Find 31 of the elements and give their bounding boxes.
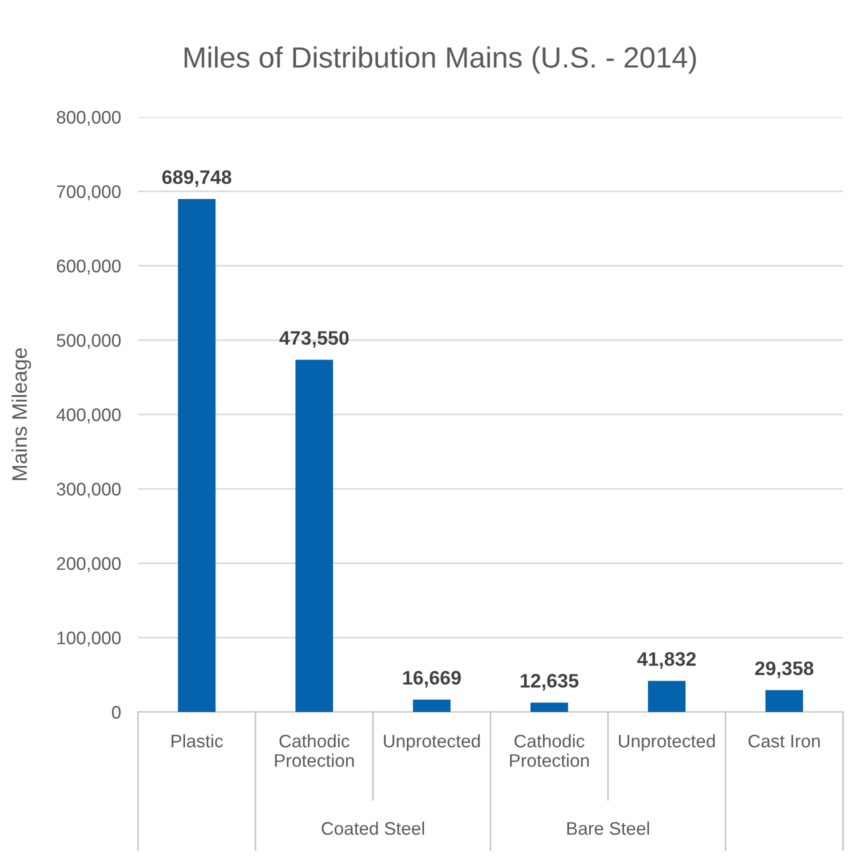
bar (295, 360, 334, 712)
text: Coated Steel (322, 822, 424, 835)
text: Bare Steel (567, 822, 649, 835)
bar (412, 700, 451, 712)
data-label: 16,669 (403, 670, 461, 688)
x-tick-label: Unprotected (384, 734, 480, 752)
y-tick-label: 0 (112, 706, 121, 719)
bar (765, 690, 804, 712)
y-tick-label: 400,000 (56, 408, 121, 424)
y-tick-label: 100,000 (57, 632, 121, 646)
bar (530, 702, 568, 712)
bar (648, 680, 686, 712)
x-tick-label: Plastic (172, 734, 223, 748)
y-tick-label: 800,000 (56, 110, 121, 126)
data-label: 41,832 (637, 652, 696, 669)
y-tick-label: 600,000 (56, 260, 121, 275)
data-label: 689,748 (162, 170, 232, 187)
y-tick-label: 700,000 (57, 185, 121, 200)
y-tick-label: 300,000 (56, 482, 121, 498)
bar (178, 199, 216, 712)
x-tick-label: Cathodic Protection (275, 734, 354, 767)
data-label: 29,358 (755, 661, 814, 678)
chart-title: Miles of Distribution Mains (U.S. - 2014) (184, 46, 696, 74)
data-label: 12,635 (520, 674, 578, 690)
data-label: 473,550 (279, 331, 349, 348)
y-axis-title: Mains Mileage (12, 348, 32, 480)
y-tick-label: 500,000 (56, 334, 121, 349)
y-tick-label: 200,000 (56, 557, 121, 572)
x-tick-label: Cathodic Protection (510, 734, 589, 767)
x-tick-label: Cast Iron (748, 734, 820, 748)
x-tick-label: Unprotected (618, 734, 715, 752)
